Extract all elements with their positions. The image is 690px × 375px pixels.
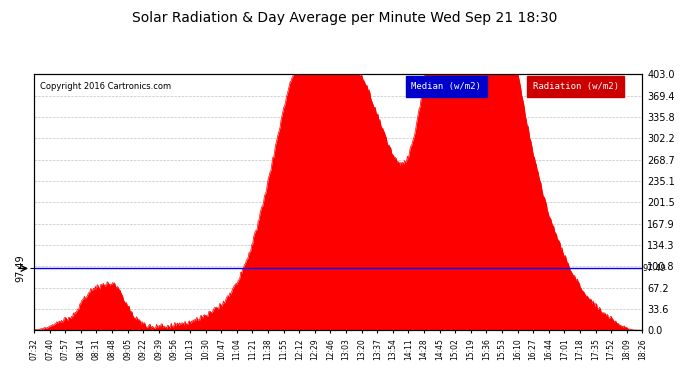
Text: Radiation (w/m2): Radiation (w/m2) [533,82,619,91]
Text: Copyright 2016 Cartronics.com: Copyright 2016 Cartronics.com [40,82,171,91]
Text: Median (w/m2): Median (w/m2) [411,82,481,91]
Text: 97.49: 97.49 [642,264,666,273]
Text: Solar Radiation & Day Average per Minute Wed Sep 21 18:30: Solar Radiation & Day Average per Minute… [132,11,558,25]
